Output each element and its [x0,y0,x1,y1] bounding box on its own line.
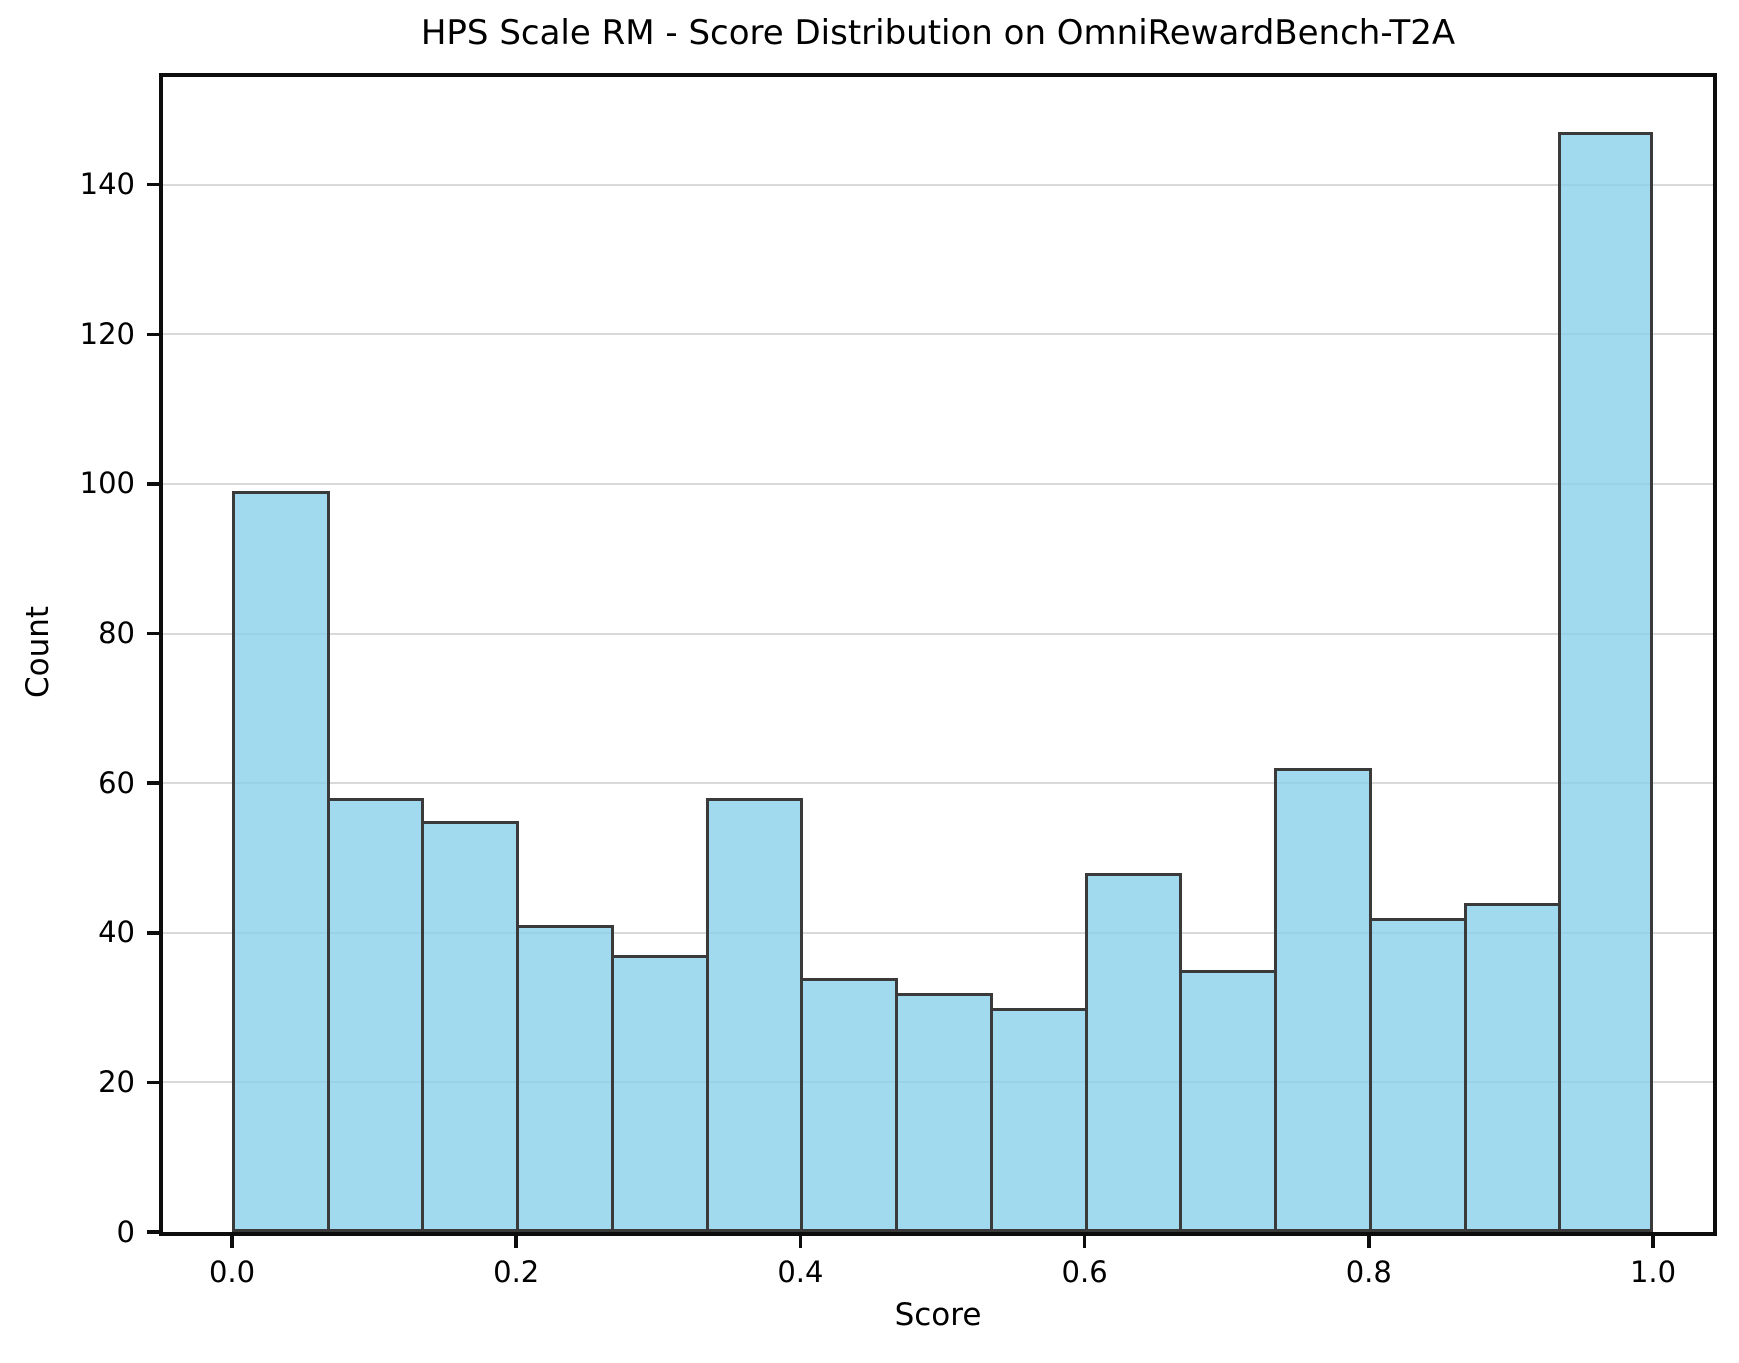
x-tick-label: 0.8 [1345,1255,1392,1289]
y-tick-mark [147,781,159,785]
y-gridline [163,482,1713,485]
histogram-bar [421,820,520,1232]
x-tick-label: 0.2 [493,1255,540,1289]
histogram-bar [705,798,804,1232]
histogram-bar [989,1007,1088,1232]
histogram-bar [1084,872,1183,1232]
histogram-bar [1368,917,1467,1232]
y-tick-label: 40 [98,915,135,950]
x-tick-label: 0.0 [208,1255,256,1289]
x-tick-mark [1367,1236,1371,1248]
y-tick-mark [147,1230,159,1234]
y-tick-label: 80 [98,616,135,651]
histogram-bar [800,977,899,1232]
y-gridline [163,333,1713,336]
x-tick-mark [514,1236,518,1248]
x-tick-mark [798,1236,803,1248]
y-tick-label: 20 [98,1064,135,1099]
x-tick-label: 1.0 [1629,1255,1677,1289]
y-axis-label: Count [20,605,56,699]
x-tick-label: 0.6 [1061,1255,1108,1289]
y-tick-mark [147,931,159,935]
x-tick-mark [1651,1236,1655,1248]
x-tick-mark [1082,1236,1087,1248]
y-tick-label: 140 [79,167,135,202]
histogram-bar [895,992,993,1232]
y-tick-mark [147,182,159,187]
y-tick-label: 0 [116,1214,135,1249]
histogram-bar [610,955,709,1232]
y-gridline [163,782,1713,785]
y-gridline [163,183,1713,186]
x-tick-label: 0.4 [777,1255,824,1289]
histogram-bar [232,491,330,1232]
y-tick-mark [147,482,159,486]
y-tick-label: 100 [79,466,135,501]
histogram-bar [326,798,425,1232]
y-tick-mark [147,631,159,636]
x-tick-mark [230,1236,234,1248]
x-axis-label: Score [894,1297,982,1333]
y-tick-mark [147,1080,159,1085]
plot-area: 0 20 40 60 80 100 120 140 0.0 0.2 0.4 0.6 0.8 1.0 [80,73,1717,1287]
y-tick-label: 120 [79,316,135,351]
histogram-bar [1558,132,1653,1232]
y-tick-label: 60 [98,765,135,800]
histogram-bar [1463,902,1562,1232]
y-tick-mark [147,332,159,337]
y-gridline [163,632,1713,635]
histogram-bar [1274,768,1372,1232]
y-gridline [163,931,1713,934]
chart-title: HPS Scale RM - Score Distribution on Omn… [420,13,1456,53]
histogram-bar [1179,970,1277,1232]
histogram-bar [516,925,614,1232]
